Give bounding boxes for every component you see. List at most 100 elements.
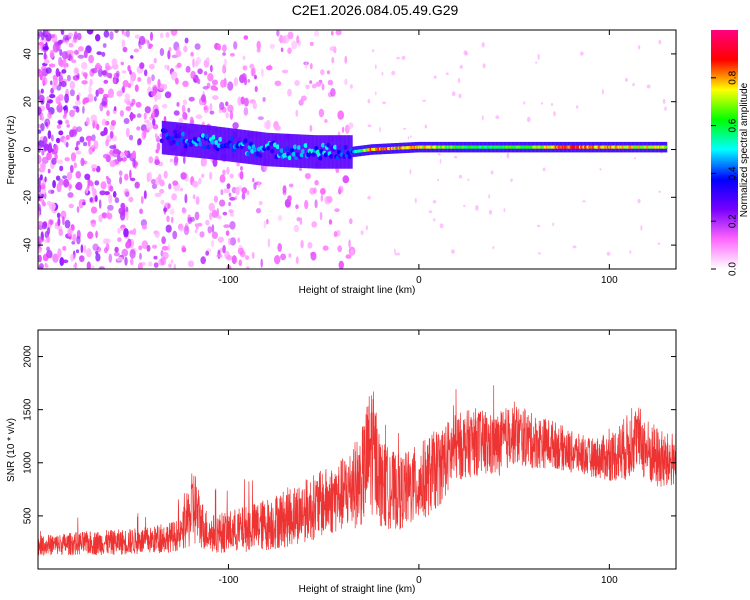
noise-speckle	[39, 73, 43, 81]
noise-speckle	[80, 157, 85, 167]
noise-speckle	[229, 196, 236, 201]
noise-speckle	[251, 251, 255, 259]
noise-speckle	[76, 140, 81, 145]
noise-speckle	[467, 178, 470, 181]
noise-speckle	[229, 221, 236, 230]
y-tick-label: 40	[23, 48, 34, 60]
noise-speckle	[241, 187, 248, 194]
noise-speckle	[329, 46, 336, 52]
noise-speckle	[51, 134, 54, 142]
noise-speckle	[135, 161, 139, 167]
noise-speckle	[196, 224, 199, 230]
ridge-core	[287, 155, 292, 161]
noise-speckle	[47, 189, 55, 195]
noise-speckle	[246, 190, 250, 196]
noise-speckle	[300, 95, 307, 102]
ridge-core	[210, 139, 215, 145]
noise-speckle	[195, 75, 199, 83]
colorbar-tick-label: 0.0	[728, 262, 739, 276]
noise-speckle	[168, 47, 172, 52]
noise-speckle	[44, 262, 48, 268]
noise-speckle	[89, 145, 96, 151]
noise-speckle	[217, 236, 224, 243]
noise-speckle	[121, 248, 129, 257]
noise-speckle	[101, 212, 108, 219]
noise-speckle	[40, 88, 44, 94]
noise-speckle	[231, 255, 237, 265]
noise-speckle	[41, 162, 46, 173]
ridge-halo	[277, 133, 280, 167]
noise-speckle	[341, 126, 345, 133]
noise-speckle	[410, 135, 412, 138]
noise-speckle	[237, 247, 245, 255]
noise-speckle	[274, 80, 282, 87]
noise-speckle	[63, 178, 70, 188]
noise-speckle	[59, 49, 63, 56]
noise-speckle	[42, 202, 46, 207]
noise-speckle	[243, 97, 249, 107]
noise-speckle	[338, 260, 344, 269]
noise-speckle	[225, 112, 229, 119]
noise-speckle	[203, 71, 208, 76]
noise-speckle	[280, 47, 284, 53]
noise-speckle	[111, 58, 118, 66]
ridge-core	[323, 152, 328, 158]
noise-speckle	[123, 118, 130, 124]
noise-speckle	[257, 181, 261, 188]
noise-speckle	[599, 168, 602, 171]
noise-speckle	[38, 30, 43, 37]
noise-speckle	[82, 98, 86, 105]
noise-speckle	[128, 196, 134, 203]
noise-speckle	[109, 160, 116, 168]
noise-speckle	[38, 89, 41, 99]
noise-speckle	[231, 186, 237, 194]
noise-speckle	[97, 68, 103, 77]
noise-speckle	[176, 46, 181, 53]
ridge-halo	[295, 134, 297, 168]
noise-speckle	[62, 245, 67, 251]
colorbar-tick-label: 0.2	[728, 214, 739, 228]
noise-speckle	[209, 171, 213, 180]
noise-speckle	[225, 101, 229, 107]
noise-speckle	[96, 51, 102, 56]
noise-speckle	[98, 214, 103, 223]
noise-speckle	[87, 231, 94, 239]
noise-speckle	[394, 248, 396, 254]
noise-speckle	[160, 256, 167, 266]
noise-speckle	[199, 231, 205, 238]
noise-speckle	[424, 124, 428, 129]
noise-speckle	[123, 228, 129, 238]
noise-speckle	[238, 259, 243, 267]
noise-speckle	[38, 106, 42, 116]
noise-speckle	[89, 197, 93, 203]
noise-speckle	[324, 119, 328, 123]
noise-speckle	[61, 69, 67, 74]
noise-speckle	[179, 187, 184, 192]
ridge-halo	[273, 133, 276, 167]
ridge-core	[303, 143, 308, 148]
noise-speckle	[276, 30, 280, 37]
noise-speckle	[181, 104, 186, 114]
y-tick-label: 1500	[23, 398, 34, 421]
x-tick-label: -100	[218, 275, 238, 286]
noise-speckle	[71, 39, 78, 44]
noise-speckle	[141, 130, 146, 140]
noise-speckle	[195, 56, 202, 65]
noise-speckle	[299, 217, 303, 226]
noise-speckle	[222, 44, 227, 52]
noise-speckle	[280, 253, 287, 261]
noise-speckle	[91, 67, 98, 74]
noise-speckle	[338, 185, 344, 194]
noise-speckle	[314, 199, 318, 209]
noise-speckle	[101, 118, 107, 126]
noise-speckle	[108, 88, 114, 98]
noise-speckle	[396, 56, 400, 60]
noise-speckle	[637, 45, 641, 50]
noise-speckle	[56, 182, 62, 193]
noise-speckle	[166, 215, 170, 223]
noise-speckle	[109, 145, 117, 150]
noise-speckle	[117, 227, 121, 234]
noise-speckle	[451, 249, 455, 254]
noise-speckle	[56, 124, 62, 129]
noise-speckle	[322, 245, 329, 251]
